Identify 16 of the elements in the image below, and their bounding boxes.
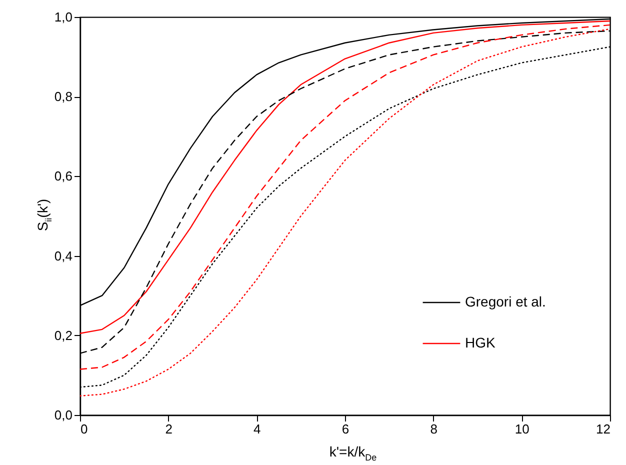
legend-label: Gregori et al. — [465, 294, 546, 310]
y-tick-label: 0,4 — [54, 248, 72, 264]
y-tick-label: 1,0 — [54, 10, 72, 24]
x-tick-label: 8 — [430, 422, 438, 436]
x-tick-label: 12 — [596, 422, 610, 436]
x-tick-label: 10 — [514, 422, 530, 436]
y-tick-label: 0,8 — [54, 89, 72, 104]
x-tick-label: 6 — [342, 422, 350, 436]
x-tick-label: 4 — [254, 422, 261, 436]
legend-label: HGK — [465, 334, 496, 350]
y-tick-label: 0,0 — [54, 408, 72, 422]
y-tick-label: 0,2 — [54, 328, 72, 343]
x-tick-label: 2 — [165, 422, 172, 436]
y-tick-label: 0,6 — [54, 168, 72, 184]
x-axis-title: k'=k/k$_{De}$ — [329, 444, 377, 462]
x-tick-label: 0 — [80, 422, 88, 436]
